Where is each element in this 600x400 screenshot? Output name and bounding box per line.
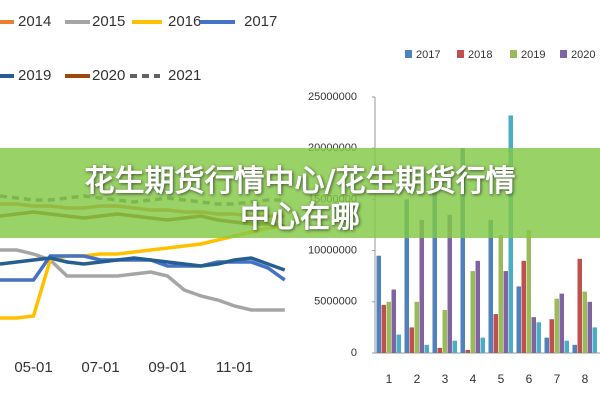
legend-label: 2016 (168, 13, 201, 30)
x-tick-label: 11-01 (216, 359, 253, 376)
legend-label: 2019 (521, 49, 545, 61)
y-tick-label: 0 (351, 347, 357, 359)
bar (437, 347, 442, 353)
bar (503, 271, 508, 353)
bar (526, 230, 531, 353)
bar (409, 327, 414, 353)
legend-label: 2018 (468, 49, 492, 61)
bar (559, 293, 564, 353)
bar (531, 317, 536, 353)
y-tick-label: 10000000 (308, 245, 357, 257)
bar (470, 271, 475, 353)
line-chart: 05-01 07-01 09-01 11-01 2014 2015 2016 2017 2019… (0, 13, 286, 376)
y-tick-label: 5000000 (314, 296, 357, 308)
x-tick-label: 09-01 (148, 359, 186, 376)
bar (465, 349, 470, 353)
bar (554, 298, 559, 353)
bar (475, 260, 480, 353)
legend-label: 2014 (18, 13, 51, 30)
legend-label: 2017 (416, 49, 440, 61)
bar (460, 148, 465, 353)
bar (447, 214, 452, 353)
legend-label: 2015 (92, 13, 125, 30)
bar (521, 260, 526, 353)
x-tick-label: 05-01 (14, 359, 52, 376)
x-tick-label: 5 (498, 372, 505, 386)
x-tick-label: 7 (554, 372, 561, 386)
bar (419, 219, 424, 353)
bar (493, 314, 498, 353)
legend-label: 2017 (244, 13, 277, 30)
legend-label: 2020 (571, 49, 595, 61)
legend-label: 2020 (92, 67, 125, 84)
legend-swatch (510, 50, 517, 58)
x-tick-label: 07-01 (81, 359, 119, 376)
bar (498, 235, 503, 353)
bar (386, 301, 391, 353)
legend-swatch (560, 50, 567, 58)
x-tick-label: 8 (582, 372, 589, 386)
bar (480, 337, 485, 353)
bar (572, 344, 577, 353)
legend-swatch (457, 50, 464, 58)
banner: 花生期货行情中心/花生期货行情中心在哪 (0, 148, 600, 238)
bar (592, 327, 597, 353)
legend-label: 2019 (18, 67, 51, 84)
banner-title: 花生期货行情中心/花生期货行情中心在哪 (84, 164, 516, 235)
bar (577, 258, 582, 353)
x-tick-label: 3 (442, 372, 449, 386)
bar (536, 322, 541, 353)
bar (414, 301, 419, 353)
bar (381, 304, 386, 353)
bar (587, 301, 592, 353)
bar (582, 291, 587, 353)
bar (549, 319, 554, 353)
legend-swatch (405, 50, 412, 58)
bar (488, 219, 493, 353)
bar (404, 199, 409, 353)
bar (452, 340, 457, 353)
x-tick-label: 4 (470, 372, 477, 386)
bar (396, 334, 401, 353)
x-tick-label: 1 (386, 372, 393, 386)
bar (424, 344, 429, 353)
bar (442, 309, 447, 353)
series-line (0, 256, 286, 272)
bar (432, 189, 437, 353)
bar (564, 340, 569, 353)
bar (544, 337, 549, 353)
y-tick-label: 25000000 (308, 91, 357, 103)
legend-label: 2021 (168, 67, 201, 84)
bar (516, 286, 521, 353)
x-tick-label: 2 (414, 372, 421, 386)
x-tick-label: 6 (526, 372, 533, 386)
bar (391, 289, 396, 353)
bar (376, 255, 381, 353)
